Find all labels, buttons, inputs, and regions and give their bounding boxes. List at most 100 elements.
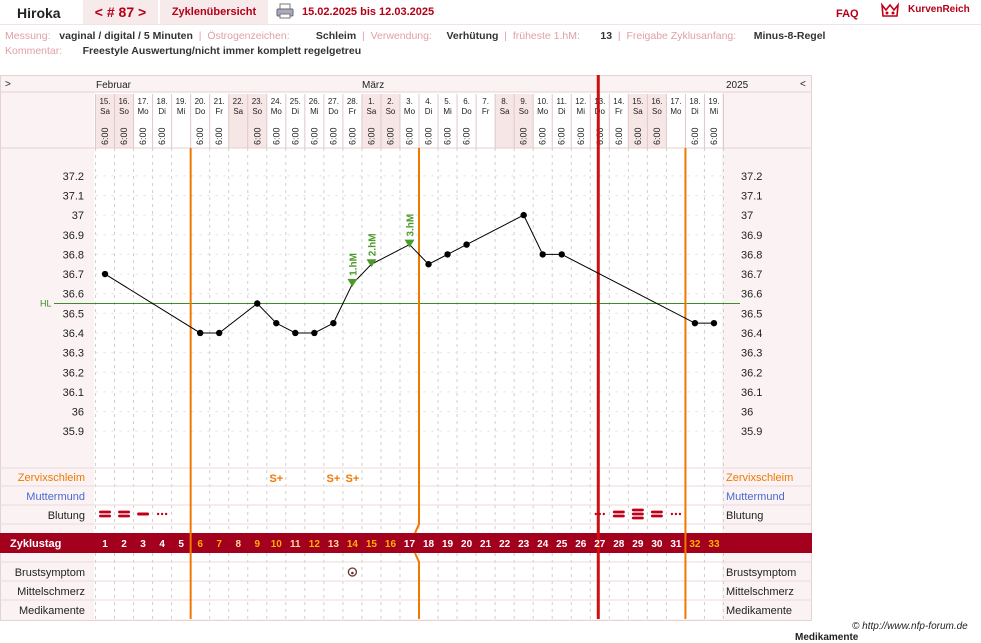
info-line-2: Kommentar: Freestyle Auswertung/nicht im… — [5, 45, 361, 57]
temperature-point — [254, 300, 261, 307]
y-tick-left: 36.7 — [63, 269, 84, 281]
day-weekday: Sa — [233, 107, 243, 116]
y-tick-left: 36.8 — [63, 249, 84, 261]
y-tick-left: 37.1 — [63, 190, 84, 202]
zervix-symbol: S+ — [269, 473, 283, 485]
measure-time: 6:00 — [404, 127, 414, 145]
cycle-day-number: 23 — [518, 539, 530, 550]
day-date: 12. — [575, 97, 586, 106]
day-weekday: Do — [328, 107, 339, 116]
day-date: 9. — [520, 97, 527, 106]
plot-area — [94, 92, 722, 619]
bleeding-spot — [670, 512, 674, 516]
brust-symbol-dot — [351, 571, 354, 575]
y-tick-right: 36.6 — [741, 289, 762, 301]
y-tick-right: 37 — [741, 210, 753, 222]
bleeding-mark — [650, 510, 663, 514]
cycle-day-number: 33 — [708, 539, 720, 550]
bleeding-mark — [118, 514, 131, 518]
day-date: 26. — [309, 97, 320, 106]
y-tick-right: 36.3 — [741, 348, 762, 360]
day-headers: > Februar März 2025 <15.Sa6:0016.So6:0017.Mo… — [5, 79, 806, 145]
day-weekday: Do — [461, 107, 472, 116]
cycle-day-number: 13 — [328, 539, 340, 550]
day-weekday: Di — [158, 107, 166, 116]
day-date: 3. — [406, 97, 413, 106]
y-tick-left: 36.6 — [63, 289, 84, 301]
weekend-shade — [114, 94, 134, 148]
cycle-overview-link[interactable]: Zyklenübersicht — [160, 0, 268, 24]
day-weekday: So — [652, 107, 662, 116]
hl-label: HL — [40, 299, 52, 309]
day-weekday: Sa — [367, 107, 377, 116]
hm-label: 3.hM — [405, 214, 416, 237]
measure-time: 6:00 — [328, 127, 338, 145]
measure-time: 6:00 — [443, 127, 453, 145]
row-label-brust-right: Brustsymptom — [726, 567, 796, 579]
coverline-orange — [414, 148, 421, 534]
temperature-point — [101, 270, 109, 278]
cycle-navigation[interactable]: < # 87 > — [83, 0, 158, 24]
day-weekday: So — [119, 107, 129, 116]
freigabe-label: Freigabe Zyklusanfang: — [626, 30, 737, 42]
temperature-point — [444, 251, 451, 258]
day-date: 28. — [347, 97, 358, 106]
measure-time: 6:00 — [119, 127, 129, 145]
cycle-day-number: 32 — [689, 539, 701, 550]
row-label-blutung-right: Blutung — [726, 510, 763, 522]
weekend-shade — [228, 94, 248, 148]
bleeding-mark — [137, 512, 150, 516]
measure-time: 6:00 — [309, 127, 319, 145]
bleeding-spot — [160, 512, 164, 516]
row-label-muttermund-right: Muttermund — [726, 491, 785, 503]
day-date: 19. — [708, 97, 719, 106]
info-line-1: Messung: vaginal / digital / 5 Minuten |… — [5, 30, 826, 42]
cycle-day-number: 25 — [556, 539, 568, 550]
temperature-point — [196, 329, 204, 337]
day-date: 16. — [651, 97, 662, 106]
y-tick-left: 36.1 — [63, 387, 84, 399]
day-weekday: Mo — [271, 107, 283, 116]
medikamente-label-cut: Medikamente — [795, 632, 859, 643]
day-date: 2. — [387, 97, 394, 106]
verwendung-value: Verhütung — [446, 30, 499, 42]
user-name[interactable]: Hiroka — [17, 5, 61, 21]
y-tick-left: 36 — [72, 407, 84, 419]
day-weekday: Fr — [349, 107, 357, 116]
y-tick-right: 36.1 — [741, 387, 762, 399]
bleeding-spot — [164, 512, 168, 516]
frueheste-value: 13 — [600, 30, 613, 42]
day-weekday: Fr — [215, 107, 223, 116]
day-weekday: Di — [558, 107, 566, 116]
kurvenreich-logo[interactable] — [880, 1, 980, 19]
y-tick-right: 37.2 — [741, 171, 762, 183]
zervix-symbol: S+ — [346, 473, 360, 485]
bleeding-spot — [678, 512, 682, 516]
day-date: 22. — [233, 97, 244, 106]
cycle-day-number: 10 — [271, 539, 283, 550]
measure-time: 6:00 — [557, 127, 567, 145]
frueheste-label: früheste 1.hM: — [512, 30, 580, 42]
temperature-point — [425, 261, 432, 268]
day-weekday: Di — [425, 107, 433, 116]
faq-link[interactable]: FAQ — [836, 8, 859, 20]
printer-icon[interactable] — [276, 3, 294, 19]
day-date: 25. — [290, 97, 301, 106]
cycle-day-number: 6 — [197, 539, 203, 550]
temperature-point — [292, 329, 299, 337]
cycle-day-number: 18 — [423, 539, 435, 550]
cycle-day-number: 21 — [480, 539, 492, 550]
copyright-text[interactable]: © http://www.nfp-forum.de — [852, 621, 968, 632]
temperature-point — [273, 319, 280, 327]
day-date: 20. — [195, 97, 206, 106]
hm-marker-triangle — [347, 278, 358, 287]
y-tick-right: 36.2 — [741, 367, 762, 379]
measure-time: 6:00 — [690, 127, 700, 145]
temperature-point — [558, 251, 565, 258]
day-date: 18. — [689, 97, 700, 106]
zyklustag-band — [0, 533, 812, 553]
day-date: 18. — [157, 97, 168, 106]
cycle-day-number: 2 — [121, 539, 127, 550]
bleeding-mark — [631, 512, 644, 516]
logo-text[interactable]: KurvenReich — [908, 4, 970, 15]
